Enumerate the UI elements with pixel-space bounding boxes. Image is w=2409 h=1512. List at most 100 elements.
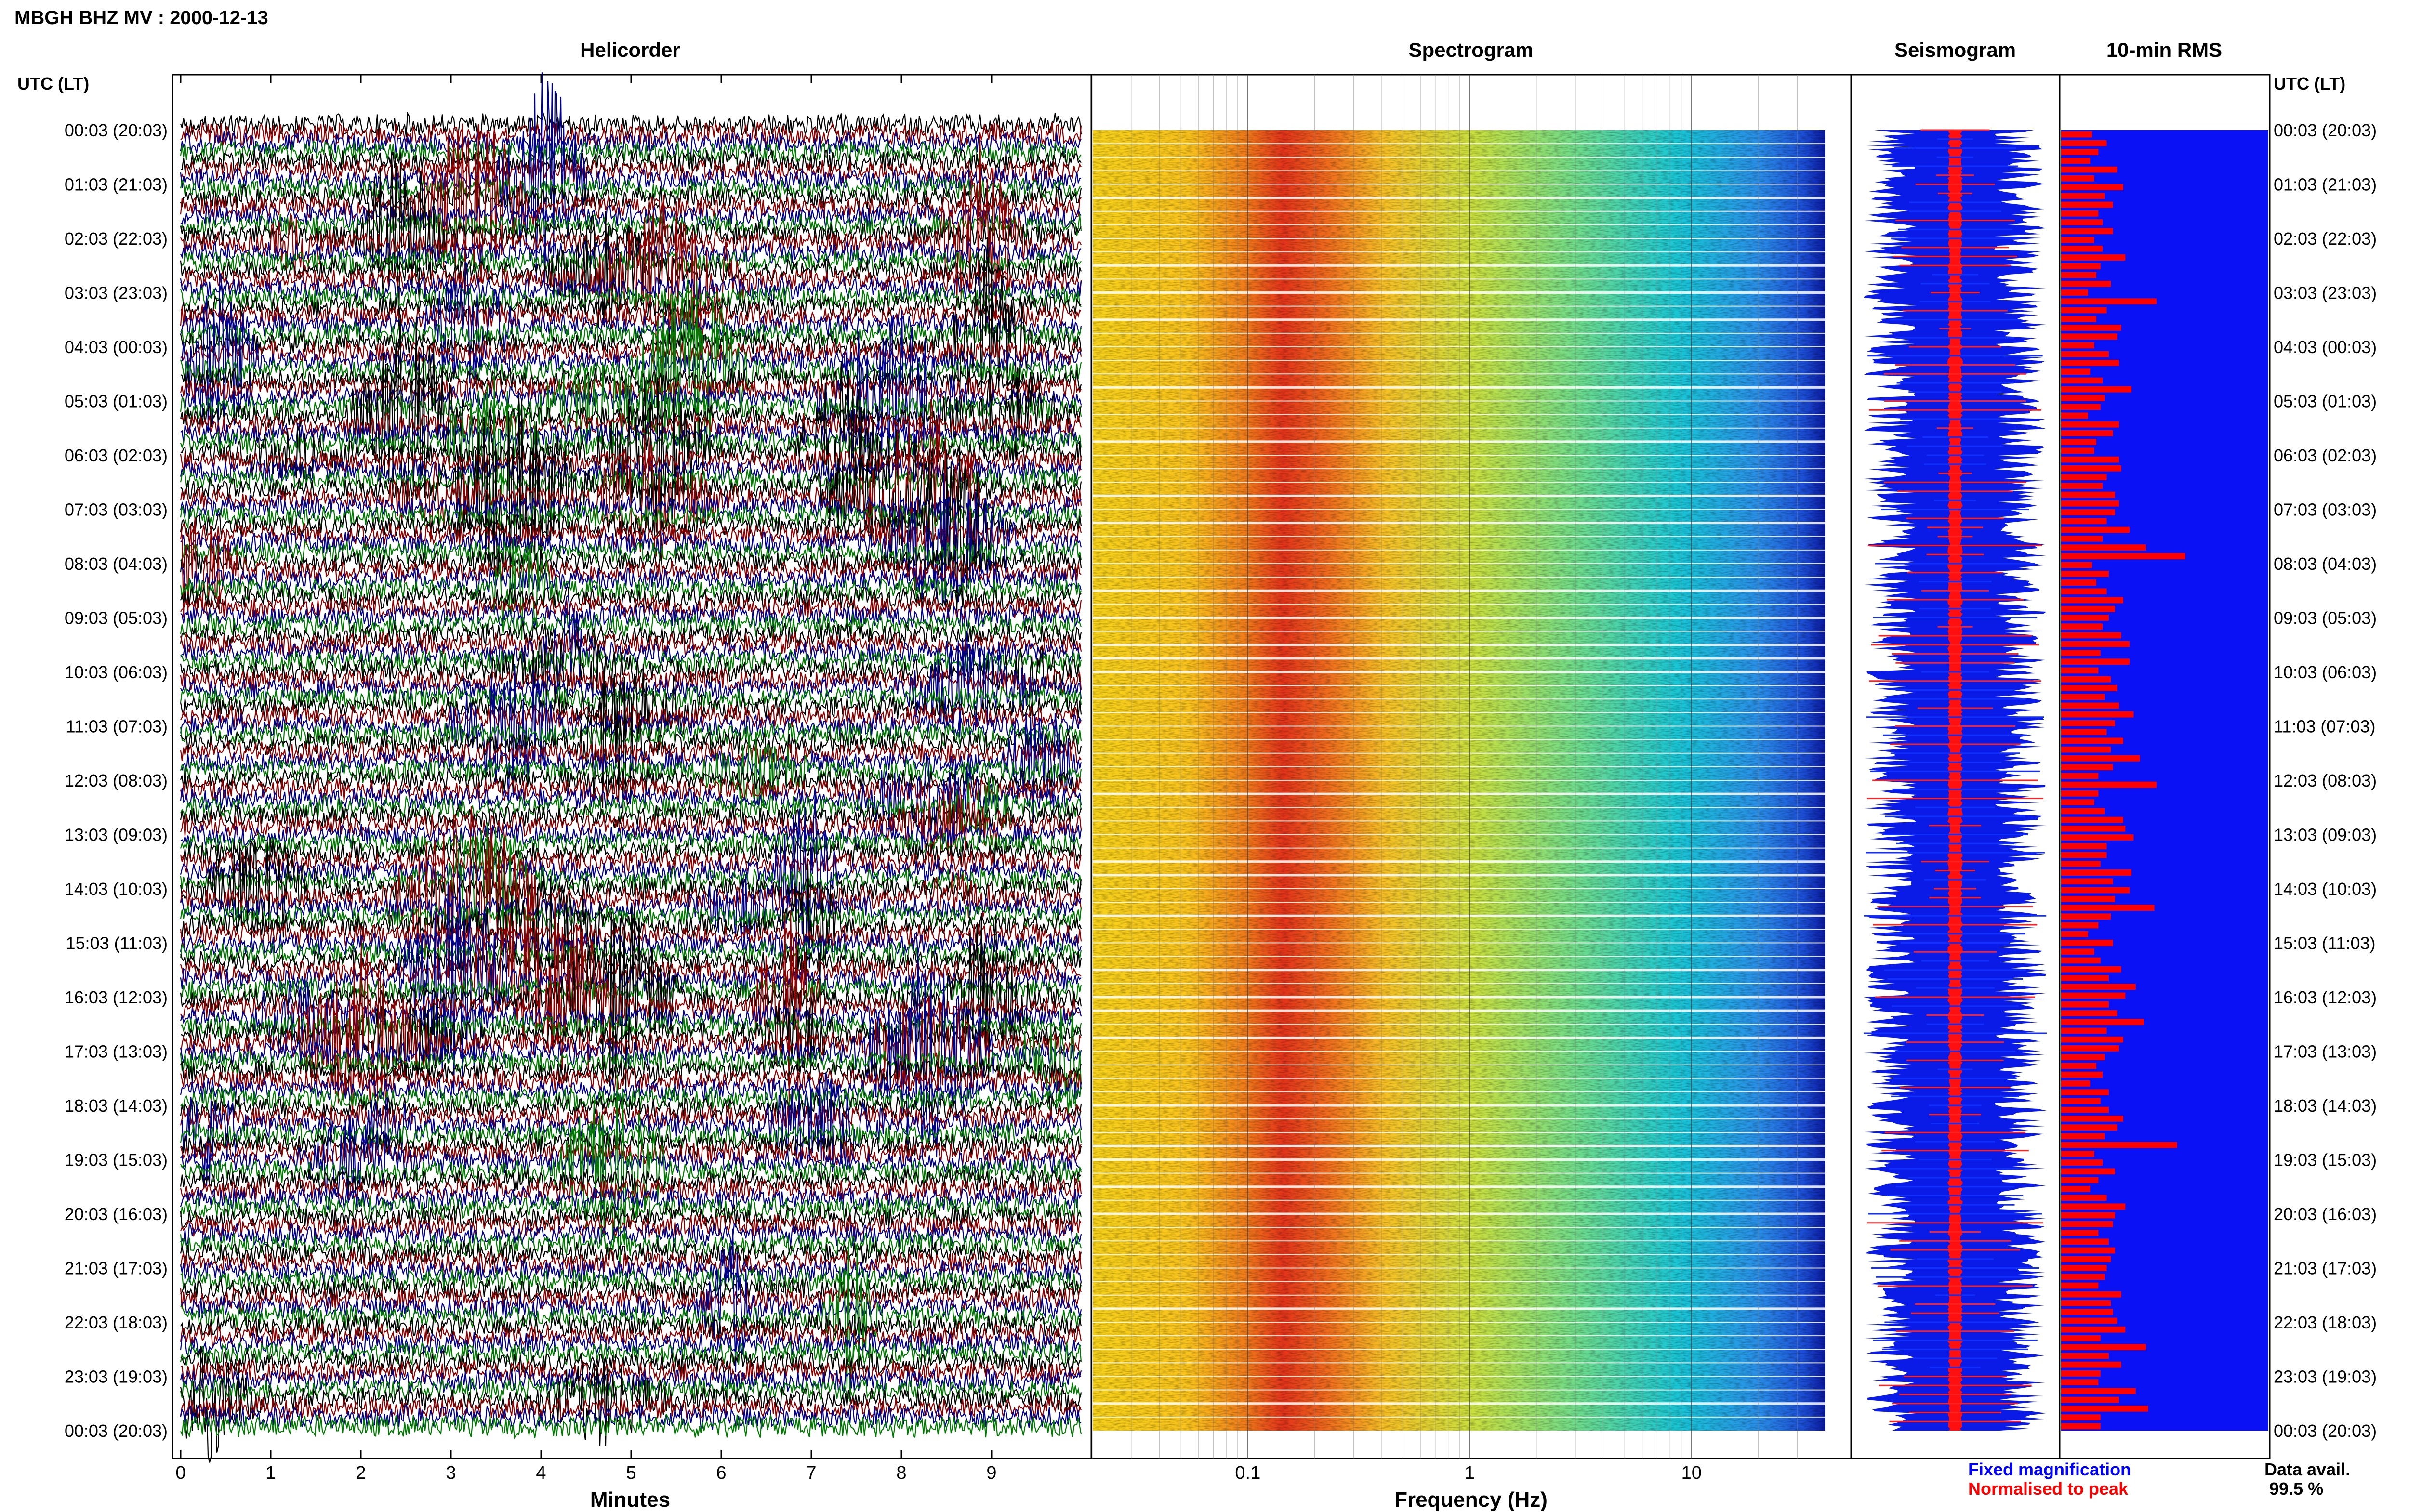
rms-bar [2061,931,2088,937]
helicorder-x-tick-label: 9 [986,1463,996,1483]
helicorder-trace [180,1277,1082,1304]
spectrogram-gap [1093,1051,1825,1052]
rms-bar [2061,1256,2111,1262]
rms-bar [2061,1230,2099,1236]
rms-bar [2061,1001,2109,1008]
spectrogram-gap [1093,996,1825,999]
spectrogram-gap [1093,1240,1825,1242]
rms-bar [2061,1142,2177,1148]
spectrogram-gap [1093,739,1825,740]
rms-bar [2061,404,2101,410]
helicorder-trace [180,278,1082,458]
rms-bar [2061,676,2111,683]
spectrogram-gap [1093,1294,1825,1296]
spectrogram-gap [1093,1078,1825,1079]
rms-bar [2061,852,2107,858]
helicorder-x-tick-label: 1 [265,1463,276,1483]
helicorder-trace [180,1395,1082,1420]
rms-bar [2061,553,2185,560]
spectrogram-panel: 0.1 1 10 [1090,74,1852,1483]
rms-bar [2061,887,2130,894]
rms-bar [2061,773,2099,779]
helicorder-x-tick-label: 4 [536,1463,546,1483]
time-label-right: 16:03 (12:03) [2274,987,2377,1007]
time-label-left: 20:03 (16:03) [65,1204,168,1224]
spectrogram-gap [1093,1024,1825,1025]
spectrogram-gap [1093,631,1825,632]
spectrogram-gap [1093,224,1825,225]
spectrogram-gap [1093,264,1825,267]
rms-bar [2061,483,2103,489]
rms-bar [2061,377,2103,384]
rms-bar [2061,210,2099,217]
helicorder-trace [180,950,1082,976]
rms-bar [2061,1282,2099,1289]
rms-bar [2061,1106,2109,1113]
time-label-left: 13:03 (09:03) [65,825,168,845]
time-label-left: 14:03 (10:03) [65,879,168,899]
rms-bar [2061,219,2103,225]
time-label-left: 11:03 (07:03) [66,717,168,736]
helicorder-trace [180,1246,1082,1402]
helicorder-trace [180,158,1082,184]
helicorder-trace [180,1213,1082,1239]
spectrogram-gap [1093,482,1825,483]
spectrogram-gap [1093,414,1825,415]
helicorder-x-tick-label: 0 [175,1463,185,1483]
spectrogram-gaps [1093,143,1825,1418]
helicorder-title: Helicorder [580,39,680,61]
legend-normalised-to-peak: Normalised to peak [1968,1479,2129,1499]
helicorder-trace [180,1222,1082,1248]
time-label-right: 13:03 (09:03) [2274,825,2377,845]
rms-bar [2061,289,2088,296]
rms-bar [2061,685,2118,691]
time-label-left: 15:03 (11:03) [66,933,168,953]
time-label-left: 05:03 (01:03) [65,392,168,411]
rms-bar [2061,1247,2115,1254]
helicorder-trace [180,373,1082,519]
rms-bar [2061,579,2097,586]
spectrogram-gap [1093,685,1825,686]
spectrogram-gap [1093,725,1825,727]
helicorder-trace [180,1074,1082,1264]
spectrogram-gap [1093,1281,1825,1282]
rms-bar [2061,280,2111,287]
spectrogram-gap [1093,1307,1825,1310]
rms-bar [2061,1265,2107,1271]
spectrogram-gap [1093,440,1825,443]
rms-bar [2061,140,2107,146]
spectrogram-x-tick-label: 10 [1681,1463,1702,1483]
rms-bar [2061,237,2094,243]
helicorder-trace [180,272,1082,432]
rms-bar [2061,562,2092,568]
spectrogram-gap [1093,278,1825,280]
spectrogram-gap [1093,766,1825,767]
rms-bar [2061,544,2146,551]
rms-bar [2061,1115,2123,1122]
rms-bar [2061,1089,2109,1096]
rms-bar [2061,623,2103,630]
rms-title: 10-min RMS [2106,39,2222,61]
rms-bar [2061,184,2123,190]
helicorder-trace [180,549,1082,575]
spectrogram-gap [1093,1036,1825,1039]
helicorder-x-label: Minutes [590,1488,670,1512]
time-label-right: 08:03 (04:03) [2274,554,2377,574]
legend-fixed-magnification: Fixed magnification [1968,1459,2131,1479]
spectrogram-gap [1093,1172,1825,1174]
spectrogram-gap [1093,1227,1825,1228]
time-label-left: 00:03 (20:03) [65,120,168,140]
rms-bar [2061,790,2099,797]
time-label-left: 01:03 (21:03) [65,175,168,195]
rms-bar [2061,816,2123,823]
rms-bar [2061,1396,2119,1403]
time-label-left: 21:03 (17:03) [65,1259,168,1278]
rms-bar [2061,799,2094,805]
rms-bar [2061,922,2099,929]
helicorder-trace [180,111,1082,138]
helicorder-panel: 0 1 2 3 4 5 6 7 8 9 [172,72,1092,1483]
helicorder-trace [180,175,1082,201]
rms-bar [2061,1291,2121,1298]
rms-bar [2061,474,2107,480]
rms-bar [2061,395,2105,401]
